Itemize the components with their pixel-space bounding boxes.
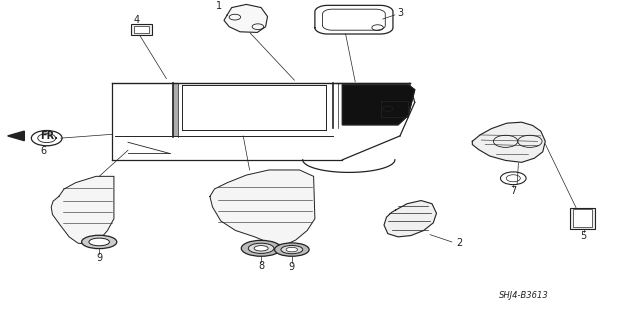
Ellipse shape (241, 240, 281, 256)
Polygon shape (210, 170, 315, 245)
Polygon shape (224, 4, 268, 33)
Text: 9: 9 (96, 253, 102, 263)
Bar (131, 25, 152, 35)
Ellipse shape (248, 243, 274, 253)
Text: FR.: FR. (40, 131, 58, 141)
Text: 1: 1 (216, 1, 222, 11)
Ellipse shape (281, 245, 303, 254)
Text: 3: 3 (397, 8, 403, 18)
Polygon shape (51, 176, 114, 244)
Ellipse shape (82, 235, 117, 249)
Bar (573, 210, 592, 227)
Text: 9: 9 (289, 263, 295, 272)
Bar (570, 208, 595, 229)
Text: SHJ4-B3613: SHJ4-B3613 (499, 291, 549, 300)
Polygon shape (342, 85, 415, 125)
Bar (134, 26, 149, 33)
Ellipse shape (275, 243, 309, 256)
Polygon shape (472, 122, 545, 162)
Text: 5: 5 (580, 231, 587, 241)
Ellipse shape (89, 238, 109, 246)
Polygon shape (384, 201, 436, 237)
Ellipse shape (254, 246, 268, 251)
Text: 4: 4 (134, 15, 140, 25)
Text: 6: 6 (40, 146, 47, 156)
Text: 2: 2 (456, 238, 463, 248)
Text: 8: 8 (258, 262, 264, 271)
Text: 7: 7 (510, 186, 516, 196)
Polygon shape (8, 131, 24, 141)
Ellipse shape (286, 247, 298, 252)
